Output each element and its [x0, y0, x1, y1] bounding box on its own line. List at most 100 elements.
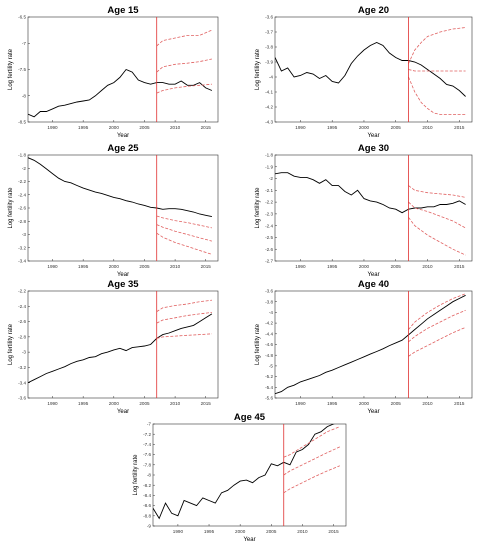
y-tick-label: -7.2: [143, 432, 151, 437]
plot-lines: [275, 17, 466, 122]
y-axis-label: Log fertility rate: [255, 323, 261, 365]
y-axis-label: Log fertility rate: [133, 454, 139, 496]
y-tick-label: -2.7: [265, 259, 273, 264]
x-tick-label: 1995: [204, 529, 215, 534]
y-tick-label: -5.2: [265, 374, 273, 379]
observed-series-line: [28, 68, 213, 118]
chart-title: Age 45: [234, 412, 266, 423]
y-tick-label: -7: [22, 41, 27, 46]
forecast-series-line: [156, 312, 212, 324]
x-tick-label: 2000: [109, 264, 120, 269]
x-tick-label: 2010: [170, 401, 181, 406]
plot-lines: [28, 291, 213, 398]
forecast-series-line: [408, 27, 466, 64]
x-tick-label: 1990: [47, 401, 58, 406]
plot-lines: [28, 155, 213, 261]
y-tick-label: -3.8: [265, 299, 273, 304]
chart-panel: Age 40 1990 1995 2000 2005 2010 2015 -5.6 -5.4 -5…: [255, 279, 473, 415]
x-tick-label: 2015: [454, 264, 465, 269]
x-tick-label: 2005: [266, 529, 277, 534]
plot-area: [27, 290, 219, 399]
y-axis-label: Log fertility rate: [255, 48, 261, 90]
x-tick-label: 2010: [297, 529, 308, 534]
x-axis-label: Year: [367, 409, 379, 415]
plot-area: [27, 154, 219, 262]
y-tick-label: -2.6: [18, 206, 26, 211]
x-tick-label: 2005: [139, 264, 150, 269]
chart-title: Age 35: [107, 279, 139, 290]
x-tick-label: 1995: [327, 401, 338, 406]
y-tick-label: -2.2: [18, 289, 26, 294]
y-tick-label: -8.8: [143, 513, 151, 518]
x-tick-label: 1995: [327, 125, 338, 130]
y-tick-label: -1.8: [265, 153, 273, 158]
x-tick-label: 2000: [109, 125, 120, 130]
x-tick-label: 1990: [47, 125, 58, 130]
plot-lines: [28, 17, 213, 122]
y-tick-label: -8: [147, 473, 152, 478]
x-axis-label: Year: [117, 272, 129, 278]
chart-title: Age 20: [358, 5, 389, 16]
forecast-series-line: [156, 29, 213, 47]
y-tick-label: -7: [147, 422, 152, 427]
y-axis-label: Log fertility rate: [255, 187, 261, 229]
y-tick-label: -9: [147, 524, 152, 529]
x-tick-label: 2005: [391, 401, 402, 406]
y-tick-label: -3.6: [265, 15, 273, 20]
x-axis-label: Year: [243, 537, 255, 543]
chart-panel: Age 20 1990 1995 2000 2005 2010 2015 -4.3 -4.2 -4…: [255, 5, 473, 139]
x-tick-label: 2015: [201, 264, 212, 269]
x-tick-label: 1990: [295, 125, 306, 130]
x-tick-label: 2015: [201, 401, 212, 406]
x-tick-label: 2010: [422, 125, 433, 130]
x-tick-label: 2005: [391, 125, 402, 130]
chart-panel: Age 45 1990 1995 2000 2005 2010 2015 -9 -8.8 -8.6…: [133, 412, 347, 543]
y-tick-label: -3.2: [18, 245, 26, 250]
y-tick-label: -2: [269, 176, 274, 181]
y-tick-label: -4.3: [265, 120, 273, 125]
chart-panel: Age 25 1990 1995 2000 2005 2010 2015 -3.4 -3.2 -3…: [8, 143, 219, 278]
x-tick-label: 2000: [359, 125, 370, 130]
forecast-series-line: [408, 217, 466, 256]
y-tick-label: -2.4: [265, 223, 273, 228]
forecast-series-line: [156, 215, 212, 229]
y-tick-label: -8: [22, 93, 27, 98]
y-tick-label: -2.6: [18, 319, 26, 324]
plot-lines: [275, 155, 466, 261]
forecast-series-line: [283, 446, 340, 476]
y-tick-label: -2.2: [265, 200, 273, 205]
x-axis-label: Year: [117, 409, 129, 415]
y-tick-label: -3.9: [265, 60, 273, 65]
chart-title: Age 25: [107, 143, 139, 154]
forecast-series-line: [408, 201, 466, 229]
chart-panel: Age 15 1990 1995 2000 2005 2010 2015 -8.5 -8 -7.5…: [8, 5, 219, 139]
x-tick-label: 1995: [78, 401, 89, 406]
forecast-series-line: [408, 185, 466, 198]
forecast-series-line: [408, 69, 466, 72]
forecast-series-line: [156, 299, 212, 312]
forecast-series-line: [156, 83, 212, 94]
y-tick-label: -3.8: [265, 45, 273, 50]
y-tick-label: -3.6: [265, 289, 273, 294]
x-tick-label: 1990: [295, 264, 306, 269]
x-tick-label: 2000: [109, 401, 120, 406]
forecast-series-line: [408, 309, 466, 343]
x-tick-label: 2015: [201, 125, 212, 130]
plot-area: [152, 423, 347, 527]
y-tick-label: -7.4: [143, 442, 151, 447]
chart-panel: Age 30 1990 1995 2000 2005 2010 2015 -2.7 -2.6 -2…: [255, 143, 473, 278]
observed-series-line: [28, 313, 213, 384]
x-axis-label: Year: [367, 272, 379, 278]
y-tick-label: -4: [269, 310, 274, 315]
y-tick-label: -2.4: [18, 192, 26, 197]
x-tick-label: 2015: [454, 401, 465, 406]
x-tick-label: 2000: [359, 264, 370, 269]
y-tick-label: -7.6: [143, 452, 151, 457]
y-tick-label: -2.8: [18, 219, 26, 224]
y-tick-label: -2.5: [265, 235, 273, 240]
x-tick-label: 1990: [295, 401, 306, 406]
x-tick-label: 2005: [391, 264, 402, 269]
y-tick-label: -6.5: [18, 15, 26, 20]
y-tick-label: -1.8: [18, 153, 26, 158]
chart-title: Age 30: [358, 143, 389, 154]
